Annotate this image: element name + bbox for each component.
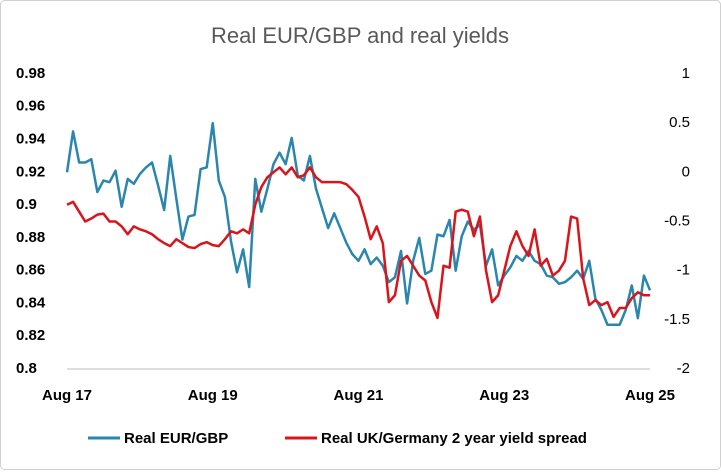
y2-tick-label: 0.5: [669, 114, 690, 131]
y-tick-label: 0.8: [16, 360, 37, 377]
y2-tick-label: -1: [677, 262, 690, 279]
x-tick-label: Aug 25: [625, 387, 675, 404]
y-tick-label: 0.88: [16, 229, 45, 246]
y-tick-label: 0.98: [16, 65, 45, 82]
y2-tick-label: -0.5: [664, 212, 690, 229]
x-tick-label: Aug 21: [333, 387, 383, 404]
y2-tick-label: 1: [682, 65, 690, 82]
y-tick-label: 0.9: [16, 196, 37, 213]
y-tick-label: 0.94: [16, 131, 46, 148]
x-tick-label: Aug 23: [479, 387, 529, 404]
y-tick-label: 0.82: [16, 327, 45, 344]
x-tick-label: Aug 19: [188, 387, 238, 404]
series-line: [66, 166, 650, 320]
y-tick-label: 0.96: [16, 98, 45, 115]
y-tick-label: 0.84: [16, 294, 46, 311]
chart-title: Real EUR/GBP and real yields: [211, 23, 509, 48]
y-tick-label: 0.92: [16, 163, 45, 180]
y-tick-label: 0.86: [16, 262, 45, 279]
series-line: [65, 121, 652, 326]
legend-label: Real EUR/GBP: [124, 430, 228, 447]
legend-label: Real UK/Germany 2 year yield spread: [321, 430, 587, 447]
y2-tick-label: -2: [677, 360, 690, 377]
y2-tick-label: 0: [682, 163, 690, 180]
x-tick-label: Aug 17: [42, 387, 92, 404]
y2-tick-label: -1.5: [664, 311, 690, 328]
